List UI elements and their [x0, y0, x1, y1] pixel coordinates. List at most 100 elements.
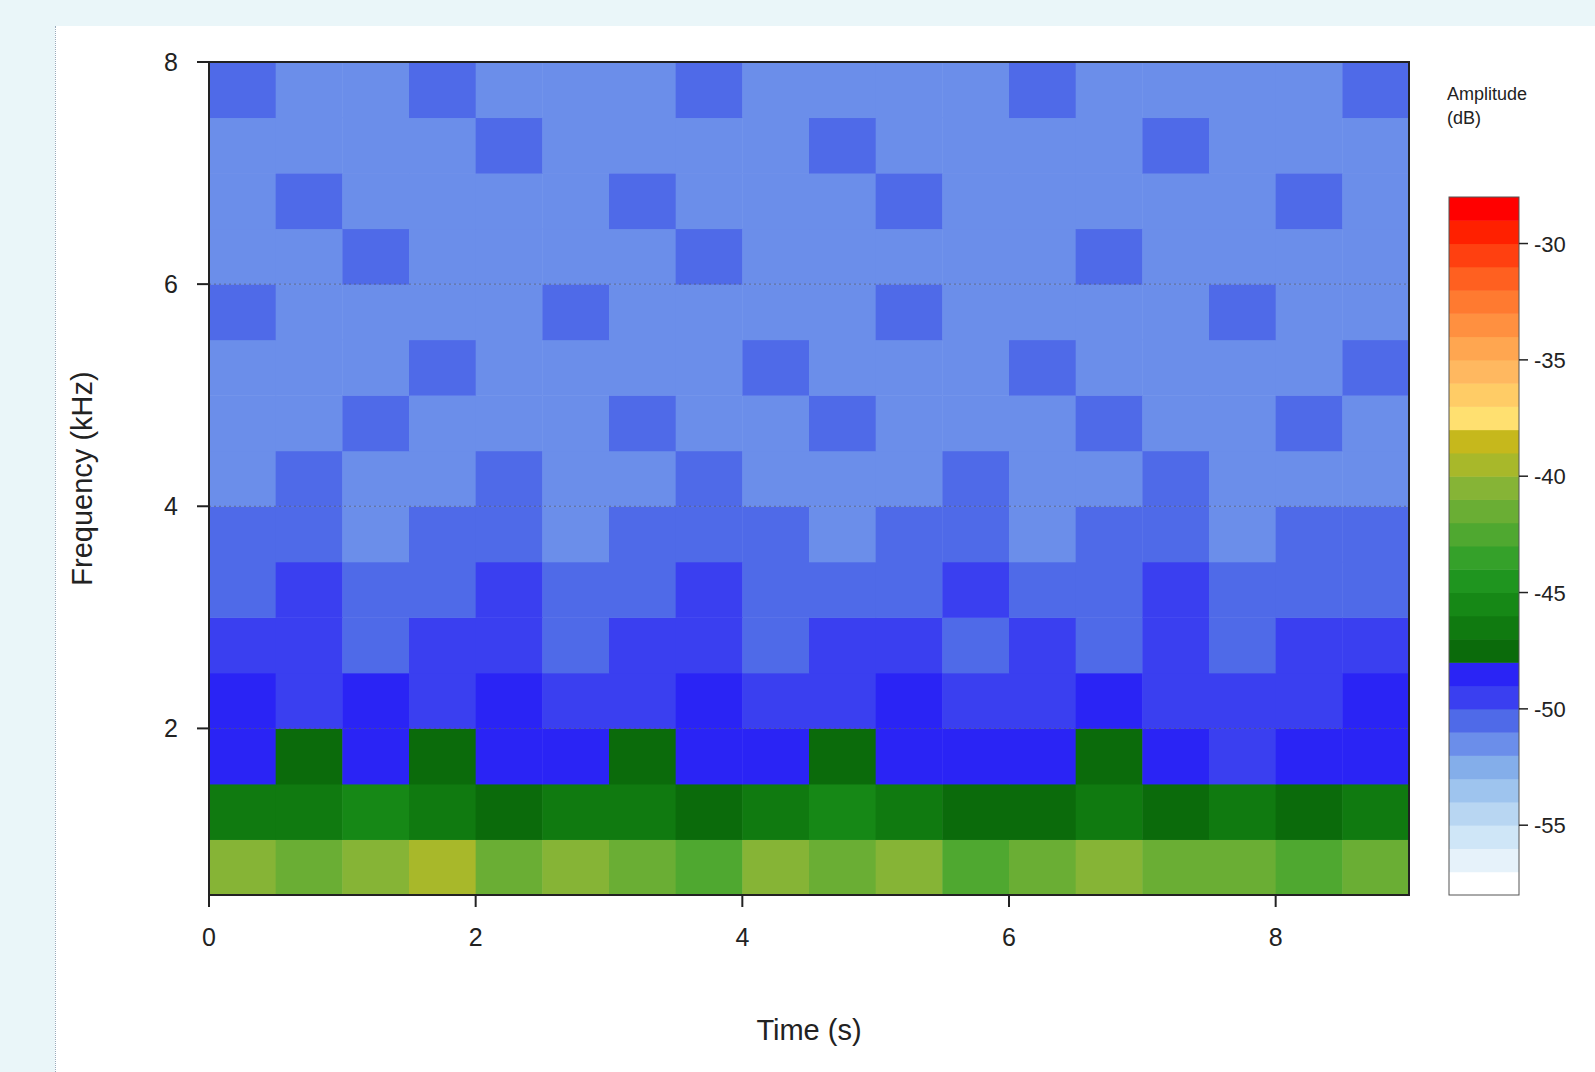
colorbar-step [1449, 872, 1519, 896]
cell [542, 617, 609, 673]
colorbar-step [1449, 662, 1519, 686]
cell [1076, 728, 1143, 784]
cell [1209, 118, 1276, 174]
colorbar-tick [1519, 824, 1528, 826]
cell [942, 284, 1009, 340]
cell [276, 562, 343, 618]
cell [1276, 395, 1343, 451]
cell [609, 284, 676, 340]
cell [1209, 340, 1276, 396]
colorbar-step [1449, 244, 1519, 268]
colorbar-step [1449, 848, 1519, 872]
cell [942, 118, 1009, 174]
cell [1009, 673, 1076, 729]
cell [1009, 562, 1076, 618]
x-tick-label: 2 [469, 923, 483, 951]
colorbar-step [1449, 802, 1519, 826]
cell [342, 506, 409, 562]
cell [1276, 284, 1343, 340]
cell [542, 673, 609, 729]
colorbar-step [1449, 406, 1519, 430]
cell [676, 62, 743, 118]
cell [609, 562, 676, 618]
cell [742, 617, 809, 673]
cell [476, 118, 543, 174]
cell [809, 784, 876, 840]
colorbar-step [1449, 313, 1519, 337]
cell [1209, 784, 1276, 840]
cell [1076, 784, 1143, 840]
cell [609, 506, 676, 562]
cell [809, 617, 876, 673]
cell [476, 62, 543, 118]
colorbar-step [1449, 267, 1519, 291]
cell [1209, 728, 1276, 784]
cell [1076, 562, 1143, 618]
cell [1009, 173, 1076, 229]
colorbar-tick [1519, 475, 1528, 477]
cell [1076, 340, 1143, 396]
chart: 024682468Time (s)Frequency (kHz)-55-50-4… [0, 0, 1595, 1072]
colorbar-step [1449, 337, 1519, 361]
cell [542, 118, 609, 174]
cell [942, 728, 1009, 784]
colorbar-step [1449, 686, 1519, 710]
cell [942, 395, 1009, 451]
cell [742, 229, 809, 285]
colorbar-step [1449, 546, 1519, 570]
colorbar-step [1449, 616, 1519, 640]
x-tick-label: 8 [1269, 923, 1283, 951]
cell [542, 451, 609, 507]
cell [476, 839, 543, 895]
cell [1076, 229, 1143, 285]
cell [1142, 562, 1209, 618]
cell [876, 562, 943, 618]
cell [209, 506, 276, 562]
cell [1009, 118, 1076, 174]
colorbar-step [1449, 499, 1519, 523]
cell [1276, 173, 1343, 229]
cell [1342, 784, 1409, 840]
cell [1142, 506, 1209, 562]
cell [609, 229, 676, 285]
cell [276, 451, 343, 507]
colorbar-step [1449, 453, 1519, 477]
cell [876, 173, 943, 229]
cell [1209, 617, 1276, 673]
cell [676, 673, 743, 729]
cell [676, 562, 743, 618]
cell [209, 617, 276, 673]
cell [742, 728, 809, 784]
cell [276, 284, 343, 340]
colorbar-tick-label: -35 [1534, 348, 1566, 373]
cell [942, 617, 1009, 673]
cell [476, 284, 543, 340]
grid-line [209, 506, 1409, 507]
cell [209, 673, 276, 729]
cell [476, 784, 543, 840]
cell [342, 118, 409, 174]
cell [342, 784, 409, 840]
cell [542, 340, 609, 396]
x-tick [741, 895, 743, 907]
cell [342, 451, 409, 507]
cell [276, 229, 343, 285]
cell [1342, 728, 1409, 784]
cell [676, 839, 743, 895]
cell [876, 284, 943, 340]
cell [609, 617, 676, 673]
cell [942, 62, 1009, 118]
cell [1009, 839, 1076, 895]
x-tick-label: 0 [202, 923, 216, 951]
cell [542, 62, 609, 118]
colorbar [1449, 197, 1519, 896]
cell [276, 728, 343, 784]
cell [409, 284, 476, 340]
cell [409, 562, 476, 618]
cell [209, 118, 276, 174]
cell [1342, 395, 1409, 451]
cell [676, 728, 743, 784]
cell [942, 173, 1009, 229]
colorbar-tick-label: -50 [1534, 697, 1566, 722]
grid-line [209, 728, 1409, 729]
